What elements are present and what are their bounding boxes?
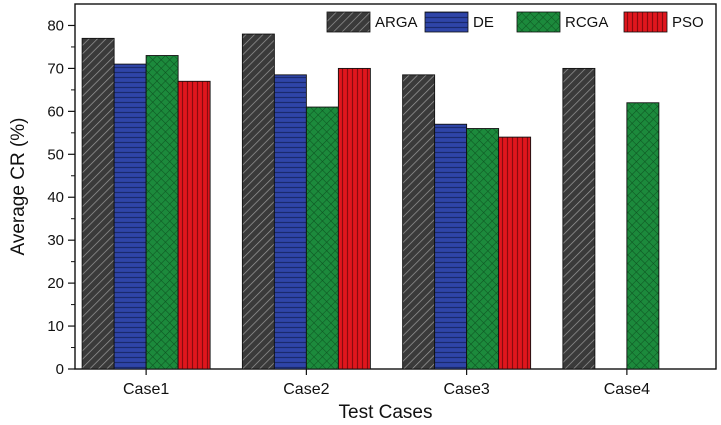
legend-label-arga: ARGA (375, 14, 418, 31)
legend-swatch-de (424, 11, 469, 33)
y-tick-label: 70 (47, 60, 64, 77)
x-tick-label: Case2 (283, 381, 329, 398)
bar-rcga-case1 (145, 55, 179, 370)
y-tick-label: 0 (56, 361, 64, 378)
bar-pso-case1 (177, 80, 211, 370)
legend-swatch-rcga (516, 11, 561, 33)
bar-arga-case1 (81, 37, 115, 370)
plot-area: 0 10 20 30 40 50 60 70 80 Case1 Case2 Case3 Case4 (47, 3, 717, 398)
y-tick-label: 80 (47, 17, 64, 34)
legend-label-rcga: RCGA (565, 14, 608, 31)
x-tick-label: Case1 (123, 381, 169, 398)
bar-rcga-case4 (626, 102, 660, 370)
bar-arga-case2 (241, 33, 275, 370)
x-tick-label: Case3 (444, 381, 490, 398)
bar-rcga-case2 (305, 106, 339, 370)
plot-frame (74, 3, 717, 370)
y-tick-label: 40 (47, 189, 64, 206)
y-tick-label: 60 (47, 103, 64, 120)
y-tick-label: 20 (47, 275, 64, 292)
bar-de-case2 (273, 74, 307, 370)
bar-pso-case2 (337, 67, 371, 370)
bar-de-case1 (113, 63, 147, 370)
legend-label-pso: PSO (672, 14, 704, 31)
x-tick-label: Case4 (604, 381, 650, 398)
bar-de-case3 (434, 123, 468, 370)
y-tick-label: 10 (47, 318, 64, 335)
legend-swatch-pso (623, 11, 668, 33)
x-axis-title: Test Cases (339, 402, 433, 423)
y-tick-label: 30 (47, 232, 64, 249)
y-axis-title: Average CR (%) (8, 118, 29, 256)
bar-arga-case3 (402, 74, 436, 370)
bar-rcga-case3 (466, 128, 500, 370)
legend-swatch-arga (326, 11, 371, 33)
legend: ARGA DE RCGA PSO (326, 11, 704, 33)
bar-arga-case4 (562, 67, 596, 370)
y-tick-label: 50 (47, 146, 64, 163)
bar-pso-case3 (498, 136, 532, 370)
legend-label-de: DE (473, 14, 494, 31)
